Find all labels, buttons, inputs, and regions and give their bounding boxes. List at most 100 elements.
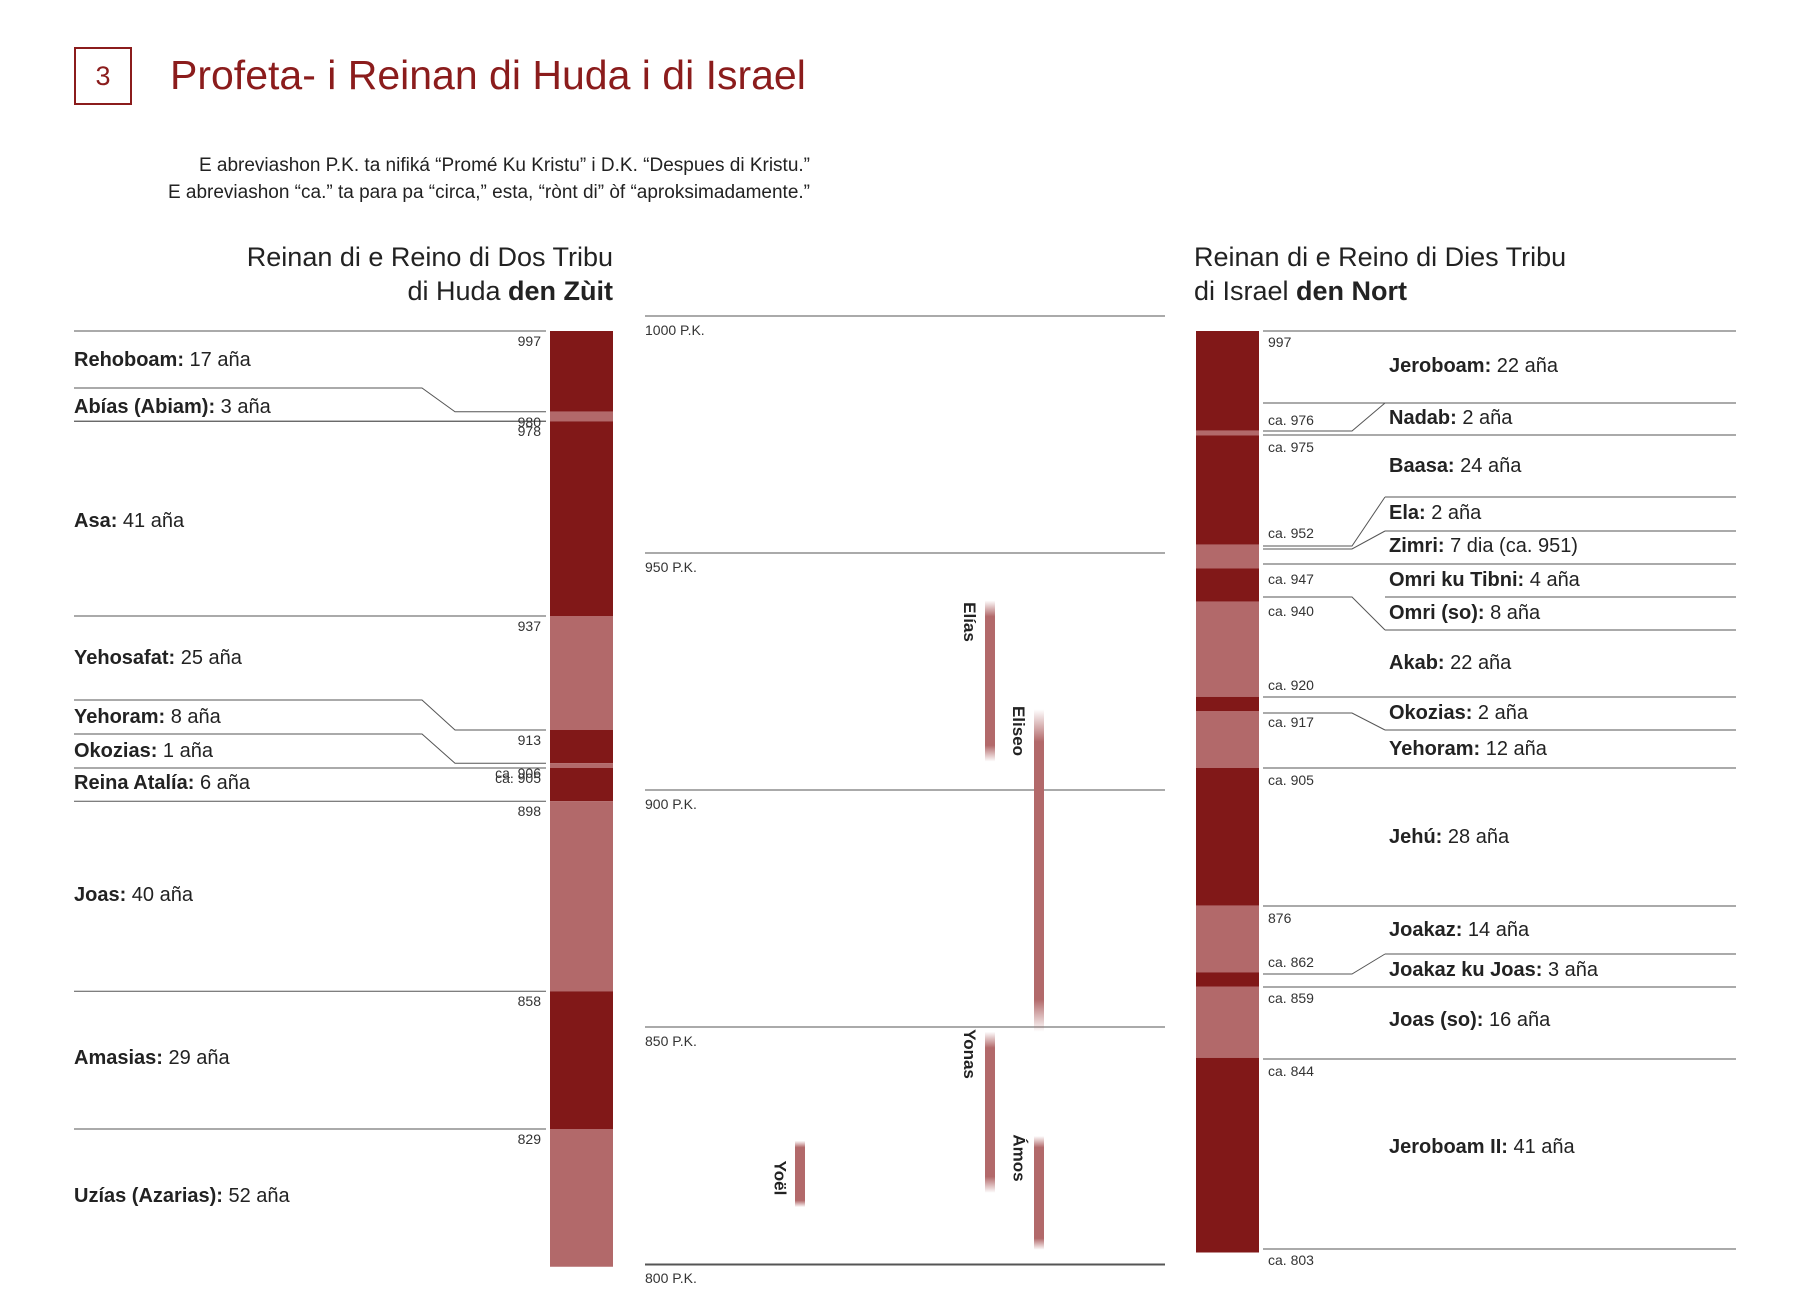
israel-king-label: Nadab: 2 aña (1389, 406, 1512, 430)
israel-final-year: ca. 803 (1268, 1252, 1314, 1268)
israel-king-label: Omri (so): 8 aña (1389, 601, 1540, 625)
israel-king-label-name: Zimri: (1389, 535, 1445, 557)
israel-reign-bar (1196, 1057, 1259, 1253)
judah-king-label-reign: 17 aña (184, 349, 251, 371)
israel-king-label: Joas (so): 16 aña (1389, 1008, 1550, 1032)
israel-reign-bar (1196, 696, 1259, 711)
israel-king-label-reign: 4 aña (1524, 569, 1580, 591)
prophet-bar (1034, 709, 1044, 1032)
judah-king-label-reign: 52 aña (222, 1185, 290, 1207)
prophet-label: Yoël (769, 1160, 789, 1196)
prophet-label: Elías (959, 602, 979, 643)
judah-king-label-name: Rehoboam: (74, 349, 184, 371)
judah-start-year: 913 (517, 732, 541, 748)
timeline-tick-label: 950 P.K. (645, 559, 697, 575)
north-heading-line1: Reinan di e Reino di Dies Tribu (1194, 242, 1567, 272)
judah-connector-line (74, 699, 546, 731)
prophet-bar (985, 1031, 995, 1193)
judah-start-year: 980 (517, 413, 541, 430)
israel-king-label: Akab: 22 aña (1389, 651, 1511, 675)
israel-king-label-name: Yehoram: (1389, 738, 1481, 760)
israel-king-label-reign: 22 aña (1444, 652, 1512, 674)
judah-reign-bar (550, 411, 613, 422)
israel-king-label-name: Akab: (1389, 652, 1445, 674)
israel-king-label: Joakaz: 14 aña (1389, 918, 1529, 942)
israel-start-year: 997 (1268, 334, 1292, 350)
judah-king-label-name: Joas: (74, 884, 127, 906)
israel-start-year: ca. 920 (1268, 677, 1314, 693)
israel-king-label-name: Jehú: (1389, 826, 1443, 848)
israel-start-year: ca. 859 (1268, 990, 1314, 1006)
israel-connector-line (1263, 953, 1386, 975)
judah-king-label-name: Yehosafat: (74, 647, 176, 669)
israel-king-label-reign: 28 aña (1442, 826, 1510, 848)
judah-reign-bar (550, 616, 613, 730)
israel-king-label-reign: 12 aña (1480, 738, 1547, 760)
israel-start-year: 876 (1268, 910, 1292, 926)
judah-start-year: 997 (517, 333, 541, 349)
israel-start-year: ca. 947 (1268, 571, 1314, 587)
judah-king-label-reign: 8 aña (165, 706, 221, 728)
judah-reign-bar (550, 763, 613, 768)
israel-connector-line (1263, 596, 1386, 631)
israel-king-label-reign: 7 dia (ca. 951) (1444, 535, 1578, 557)
abbreviation-notes: E abreviashon P.K. ta nifiká “Promé Ku K… (60, 152, 810, 206)
judah-king-label-reign: 40 aña (126, 884, 193, 906)
israel-king-label-reign: 22 aña (1491, 355, 1558, 377)
israel-connector-line (1263, 402, 1386, 432)
judah-reign-bar (550, 991, 613, 1129)
israel-start-year: ca. 975 (1268, 439, 1314, 455)
israel-king-label-reign: 16 aña (1483, 1009, 1551, 1031)
page-title: Profeta- i Reinan di Huda i di Israel (170, 52, 806, 98)
judah-reign-bar (550, 730, 613, 764)
judah-king-label: Joas: 40 aña (74, 883, 193, 907)
israel-king-label-reign: 3 aña (1542, 959, 1599, 981)
judah-king-label-name: Reina Atalía: (74, 772, 195, 794)
south-heading-prefix: di Huda (407, 276, 509, 306)
israel-start-year: ca. 862 (1268, 954, 1314, 970)
prophet-label: Ámos (1009, 1134, 1029, 1182)
israel-king-label: Joakaz ku Joas: 3 aña (1389, 958, 1598, 982)
judah-start-year: ca. 905 (495, 770, 541, 786)
israel-king-label-reign: 2 aña (1456, 407, 1513, 429)
south-heading-line2: di Huda den Zùit (247, 274, 613, 308)
israel-king-label: Jeroboam II: 41 aña (1389, 1135, 1575, 1159)
judah-reign-bar (550, 1129, 613, 1267)
israel-reign-bar (1196, 986, 1259, 1058)
prophet-label: Yonas (959, 1028, 979, 1079)
judah-king-label-name: Okozias: (74, 740, 158, 762)
judah-king-label: Uzías (Azarias): 52 aña (74, 1184, 290, 1208)
israel-king-label: Omri ku Tibni: 4 aña (1389, 568, 1580, 592)
judah-start-year: ca. 906 (495, 765, 541, 782)
israel-king-label: Okozias: 2 aña (1389, 701, 1528, 725)
israel-reign-bar (1196, 905, 1259, 973)
israel-reign-bar (1196, 711, 1259, 768)
israel-king-label-reign: 2 aña (1472, 702, 1528, 724)
israel-king-label: Baasa: 24 aña (1389, 454, 1521, 478)
timeline-tick-label: 900 P.K. (645, 796, 697, 812)
judah-king-label: Yehosafat: 25 aña (74, 646, 242, 670)
israel-king-label-name: Joakaz: (1389, 919, 1463, 941)
israel-king-label: Zimri: 7 dia (ca. 951) (1389, 534, 1578, 558)
judah-king-label-name: Yehoram: (74, 706, 166, 728)
israel-king-label-name: Okozias: (1389, 702, 1473, 724)
israel-reign-bar (1196, 768, 1259, 906)
judah-king-label: Amasias: 29 aña (74, 1046, 230, 1070)
israel-king-label-name: Joakaz ku Joas: (1389, 959, 1543, 981)
judah-king-label-reign: 29 aña (162, 1047, 230, 1069)
israel-connector-line (1263, 712, 1386, 731)
israel-reign-bar (1196, 331, 1259, 431)
prophet-bar (795, 1140, 805, 1208)
israel-reign-bar (1196, 430, 1259, 436)
judah-king-label: Abías (Abiam): 3 aña (74, 395, 271, 419)
judah-king-label-reign: 41 aña (117, 510, 185, 532)
judah-king-label-reign: 25 aña (175, 647, 242, 669)
israel-reign-bar (1196, 435, 1259, 545)
israel-king-label: Ela: 2 aña (1389, 501, 1481, 525)
israel-king-label-name: Nadab: (1389, 407, 1457, 429)
judah-king-label-name: Abías (Abiam): (74, 396, 216, 418)
judah-reign-bar (550, 421, 613, 616)
south-heading: Reinan di e Reino di Dos Tribu di Huda d… (247, 240, 613, 308)
